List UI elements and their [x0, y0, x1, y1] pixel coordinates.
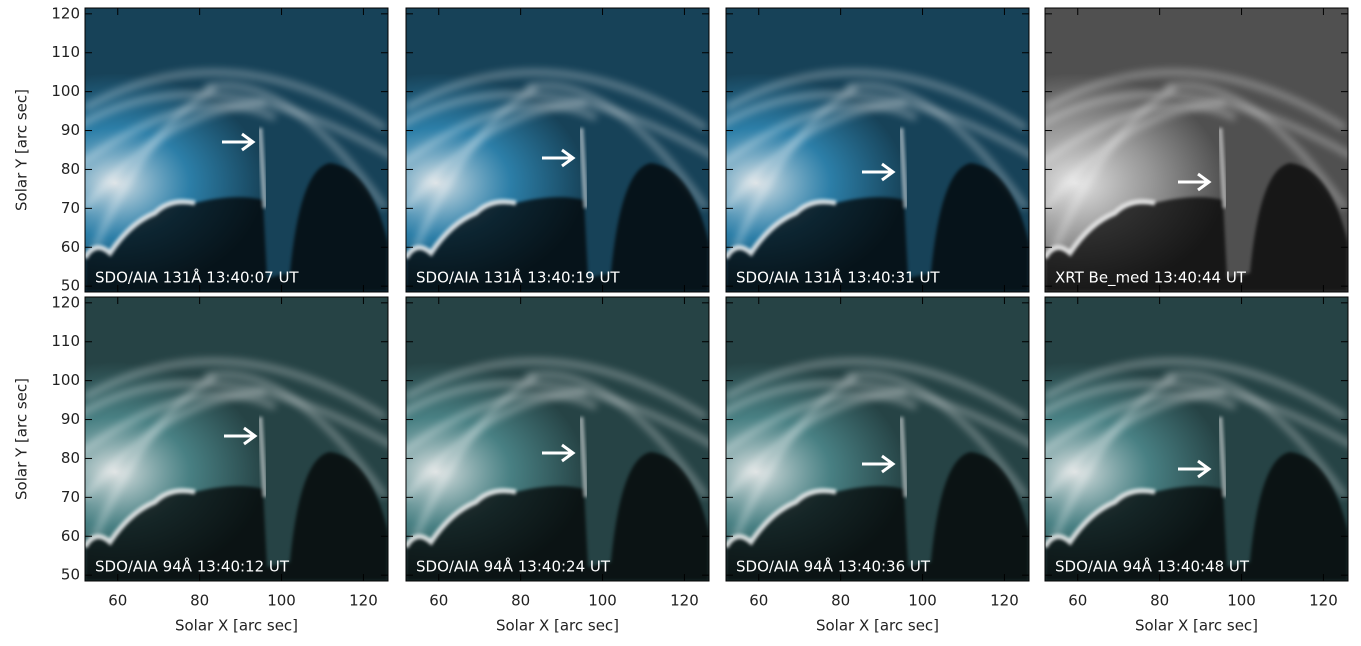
- panel-label: XRT Be_med 13:40:44 UT: [1055, 269, 1247, 288]
- x-tick-label: 80: [190, 592, 209, 610]
- panel-label: SDO/AIA 131Å 13:40:19 UT: [416, 268, 620, 287]
- y-tick-label: 50: [61, 566, 80, 584]
- y-axis-label: Solar Y [arc sec]: [13, 89, 31, 211]
- x-tick-label: 120: [1309, 592, 1338, 610]
- panel-label: SDO/AIA 94Å 13:40:24 UT: [416, 557, 611, 576]
- y-tick-label: 80: [61, 160, 80, 178]
- y-tick-label: 80: [61, 449, 80, 467]
- x-tick-label: 120: [349, 592, 378, 610]
- y-axis-label: Solar Y [arc sec]: [13, 378, 31, 500]
- x-tick-label: 60: [1068, 592, 1087, 610]
- x-tick-label: 100: [267, 592, 296, 610]
- figure: SDO/AIA 131Å 13:40:07 UT 50 60 70 80 90 100 110…: [0, 0, 1361, 646]
- panel-label: SDO/AIA 94Å 13:40:36 UT: [736, 557, 931, 576]
- y-tick-label: 100: [51, 371, 80, 389]
- x-axis-label: Solar X [arc sec]: [816, 617, 939, 635]
- y-tick-label: 100: [51, 82, 80, 100]
- x-tick-label: 80: [511, 592, 530, 610]
- y-tick-label: 70: [61, 199, 80, 217]
- panel-label: SDO/AIA 131Å 13:40:31 UT: [736, 268, 940, 287]
- y-tick-label: 60: [61, 238, 80, 256]
- x-tick-label: 100: [588, 592, 617, 610]
- x-tick-label: 120: [990, 592, 1019, 610]
- x-axis-label: Solar X [arc sec]: [496, 617, 619, 635]
- x-tick-label: 100: [1227, 592, 1256, 610]
- y-tick-label: 120: [51, 4, 80, 22]
- x-tick-label: 100: [908, 592, 937, 610]
- x-tick-label: 60: [749, 592, 768, 610]
- x-axis-label: Solar X [arc sec]: [1135, 617, 1258, 635]
- panel-label: SDO/AIA 94Å 13:40:48 UT: [1055, 557, 1250, 576]
- y-tick-label: 110: [51, 332, 80, 350]
- x-tick-label: 80: [1150, 592, 1169, 610]
- y-tick-label: 70: [61, 488, 80, 506]
- panel-label: SDO/AIA 131Å 13:40:07 UT: [95, 268, 299, 287]
- y-tick-label: 90: [61, 121, 80, 139]
- y-tick-label: 60: [61, 527, 80, 545]
- y-tick-label: 120: [51, 293, 80, 311]
- y-tick-label: 50: [61, 277, 80, 295]
- x-tick-label: 60: [429, 592, 448, 610]
- y-tick-label: 90: [61, 410, 80, 428]
- panel-label: SDO/AIA 94Å 13:40:12 UT: [95, 557, 290, 576]
- x-axis-label: Solar X [arc sec]: [175, 617, 298, 635]
- x-tick-label: 60: [108, 592, 127, 610]
- x-tick-label: 120: [670, 592, 699, 610]
- x-tick-label: 80: [831, 592, 850, 610]
- y-tick-label: 110: [51, 43, 80, 61]
